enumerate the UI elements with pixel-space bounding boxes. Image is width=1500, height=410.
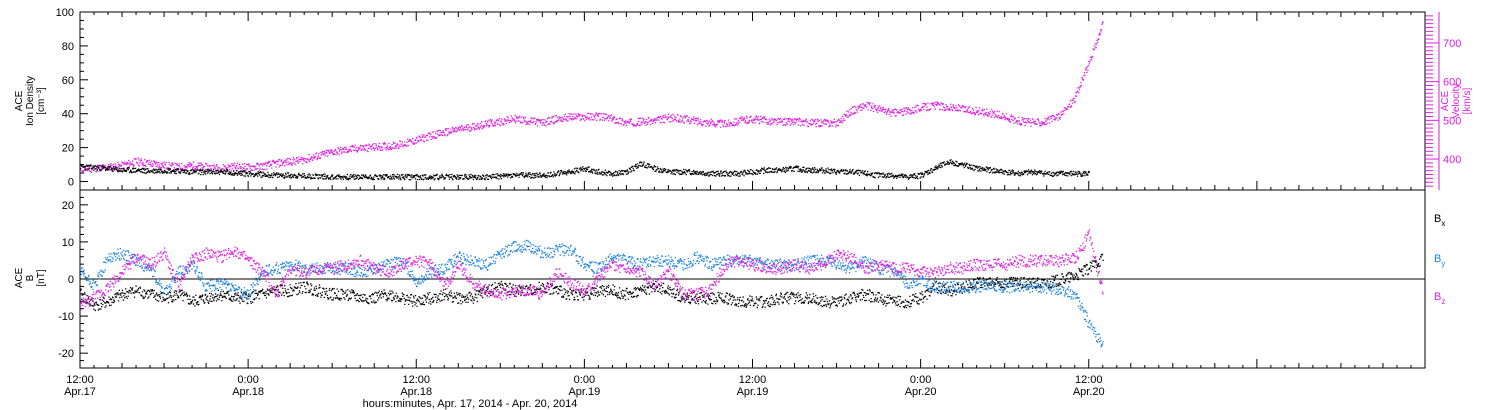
legend-bz-subscript: z xyxy=(1441,297,1445,306)
x-tick-date-label: Apr.17 xyxy=(64,386,96,398)
legend-bx-subscript: x xyxy=(1441,219,1445,228)
left-axis-tick-label: 60 xyxy=(62,75,74,87)
right-axis-title-line: Velocity xyxy=(1451,84,1462,118)
x-tick-time-label: 0:00 xyxy=(237,374,258,386)
b-axis-tick-label: 20 xyxy=(62,200,74,212)
x-tick-date-label: Apr.18 xyxy=(400,386,432,398)
left-axis-tick-label: 40 xyxy=(62,109,74,121)
x-tick-date-label: Apr.19 xyxy=(568,386,600,398)
x-tick-time-label: 12:00 xyxy=(402,374,430,386)
density-points xyxy=(80,159,1090,181)
legend-bz-name: B xyxy=(1434,291,1441,303)
x-tick-time-label: 12:00 xyxy=(1075,374,1103,386)
x-tick-date-label: Apr.20 xyxy=(905,386,937,398)
right-axis-tick-label: 600 xyxy=(1443,77,1461,89)
right-axis-title-line: ACE xyxy=(1440,90,1451,111)
legend-by: By xyxy=(1434,253,1445,268)
right-axis-title: ACEVelocity[km/s] xyxy=(1440,84,1473,118)
left-axis-tick-label: 100 xyxy=(56,7,74,19)
b-axis-tick-label: 0 xyxy=(68,274,74,286)
left-axis-title-line: ACE xyxy=(14,90,25,111)
left-axis-tick-label: 0 xyxy=(68,177,74,189)
b-axis-title-line: B xyxy=(25,274,36,281)
b-axis-tick-label: -10 xyxy=(58,311,74,323)
legend-bx-name: B xyxy=(1434,213,1441,225)
x-tick-time-label: 0:00 xyxy=(574,374,595,386)
velocity-points xyxy=(80,21,1104,174)
legend-bz: Bz xyxy=(1434,291,1445,306)
shared-time-axis: 12:00Apr.170:00Apr.1812:00Apr.180:00Apr.… xyxy=(64,12,1426,398)
left-axis-tick-label: 20 xyxy=(62,143,74,155)
left-axis-title: ACEIon Density[cm⁻³] xyxy=(14,76,47,126)
b-axis-tick-label: 10 xyxy=(62,237,74,249)
x-axis-title: hours:minutes, Apr. 17, 2014 - Apr. 20, … xyxy=(363,398,578,410)
left-axis-tick-label: 80 xyxy=(62,41,74,53)
left-axis-title-line: [cm⁻³] xyxy=(36,87,47,115)
b-axis-title-line: [nT] xyxy=(36,269,47,286)
right-axis-tick-label: 500 xyxy=(1443,115,1461,127)
b-axis-tick-label: -20 xyxy=(58,348,74,360)
x-tick-date-label: Apr.20 xyxy=(1073,386,1105,398)
right-axis-title-line: [km/s] xyxy=(1462,87,1473,114)
legend-by-subscript: y xyxy=(1441,259,1445,268)
top-plot-frame xyxy=(79,11,1426,191)
legend-bx: Bx xyxy=(1434,213,1445,228)
left-axis-title-line: Ion Density xyxy=(25,76,36,126)
right-axis-tick-label: 700 xyxy=(1443,38,1461,50)
x-tick-time-label: 0:00 xyxy=(910,374,931,386)
x-tick-time-label: 12:00 xyxy=(739,374,767,386)
right-axis-tick-label: 400 xyxy=(1443,154,1461,166)
by-points xyxy=(80,239,1104,348)
x-tick-date-label: Apr.18 xyxy=(232,386,264,398)
x-tick-time-label: 12:00 xyxy=(66,374,94,386)
legend-by-name: B xyxy=(1434,253,1441,265)
b-axis-title-line: ACE xyxy=(14,267,25,288)
b-axis-title: ACEB[nT] xyxy=(14,267,47,288)
x-tick-date-label: Apr.19 xyxy=(737,386,769,398)
